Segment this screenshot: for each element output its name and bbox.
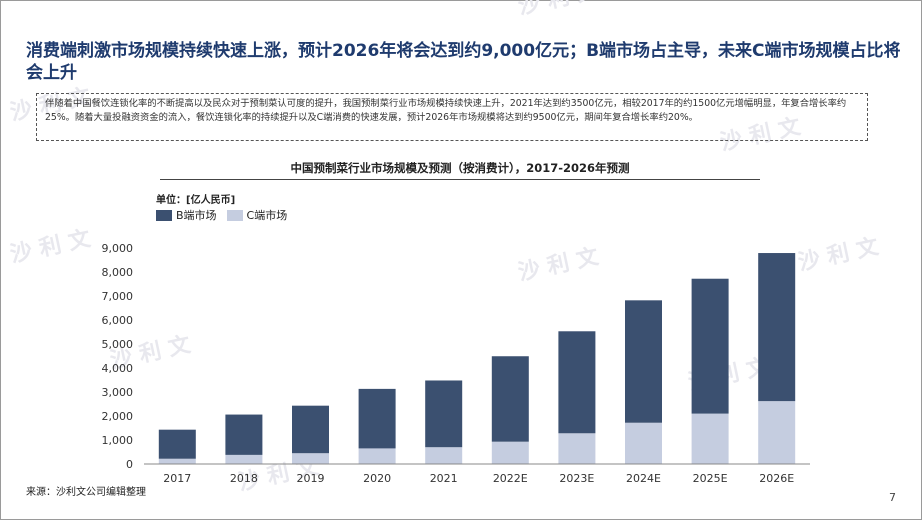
- watermark-logo: 沙 利 文: [516, 0, 602, 20]
- bar-c-segment: [358, 448, 396, 464]
- bars-group: [158, 253, 796, 464]
- y-tick-label: 4,000: [102, 362, 134, 375]
- legend-swatch-b: [156, 209, 172, 221]
- y-tick-label: 2,000: [102, 410, 134, 423]
- page-title: 消费端刺激市场规模持续快速上涨，预计2026年将会达到约9,000亿元；B端市场…: [26, 41, 901, 83]
- y-tick-label: 3,000: [102, 386, 134, 399]
- bar-b-segment: [625, 300, 662, 423]
- y-tick-label: 5,000: [102, 338, 134, 351]
- legend-swatch-c: [226, 209, 243, 221]
- x-tick-label: 2026E: [759, 472, 794, 485]
- y-tick-label: 7,000: [102, 290, 134, 303]
- y-axis: 0 1,000 2,000 3,000 4,000 5,000 6,000 7,000 8,00…: [102, 242, 134, 471]
- legend-item-c: C端市场: [226, 207, 288, 223]
- y-tick-label: 0: [126, 458, 133, 471]
- bar-c-segment: [691, 413, 729, 464]
- bar-c-segment: [225, 454, 263, 464]
- legend-label-c: C端市场: [246, 209, 288, 222]
- bar-b-segment: [225, 414, 263, 455]
- bar-c-segment: [558, 433, 596, 464]
- watermark-logo: 沙 利 文: [8, 225, 94, 268]
- bar-b-segment: [292, 405, 329, 454]
- x-tick-label: 2018: [230, 472, 258, 485]
- y-tick-label: 9,000: [102, 242, 134, 255]
- bar-c-segment: [292, 453, 329, 464]
- x-tick-label: 2020: [363, 472, 391, 485]
- chart-title: 中国预制菜行业市场规模及预测（按消费计），2017-2026年预测: [290, 161, 630, 175]
- x-axis: 2017 2018 2019 2020 2021 2022E 2023E 2024E 2025E…: [144, 463, 810, 485]
- chart-legend: B端市场 C端市场: [156, 207, 297, 223]
- bar-b-segment: [158, 429, 196, 459]
- y-tick-label: 1,000: [102, 434, 134, 447]
- x-tick-label: 2025E: [693, 472, 728, 485]
- summary-text-box: 伴随着中国餐饮连锁化率的不断提高以及民众对于预制菜认可度的提升，我国预制菜行业市…: [36, 93, 868, 141]
- bar-b-segment: [691, 278, 729, 414]
- x-tick-label: 2023E: [559, 472, 594, 485]
- bar-b-segment: [758, 253, 796, 402]
- bar-c-segment: [425, 447, 463, 464]
- y-tick-label: 6,000: [102, 314, 134, 327]
- bar-c-segment: [158, 458, 196, 464]
- bar-c-segment: [491, 441, 529, 464]
- watermark-logo: 沙 利 文: [796, 233, 882, 276]
- watermark-logo: 沙 利 文: [516, 243, 602, 286]
- bar-b-segment: [425, 380, 463, 448]
- legend-item-b: B端市场: [156, 207, 217, 223]
- bar-b-segment: [491, 356, 529, 442]
- x-tick-label: 2017: [163, 472, 191, 485]
- bar-b-segment: [558, 331, 596, 434]
- unit-label: 单位：[亿人民币]: [156, 195, 236, 206]
- chart-title-rule: [160, 179, 760, 180]
- bar-b-segment: [358, 388, 396, 449]
- legend-label-b: B端市场: [176, 209, 217, 222]
- x-tick-label: 2022E: [493, 472, 528, 485]
- y-tick-label: 8,000: [102, 266, 134, 279]
- x-tick-label: 2024E: [626, 472, 661, 485]
- page-number: 7: [889, 491, 896, 504]
- bar-c-segment: [758, 401, 796, 464]
- bar-c-segment: [625, 422, 662, 464]
- x-tick-label: 2019: [297, 472, 325, 485]
- source-note: 来源：沙利文公司编辑整理: [26, 487, 146, 498]
- x-tick-label: 2021: [430, 472, 458, 485]
